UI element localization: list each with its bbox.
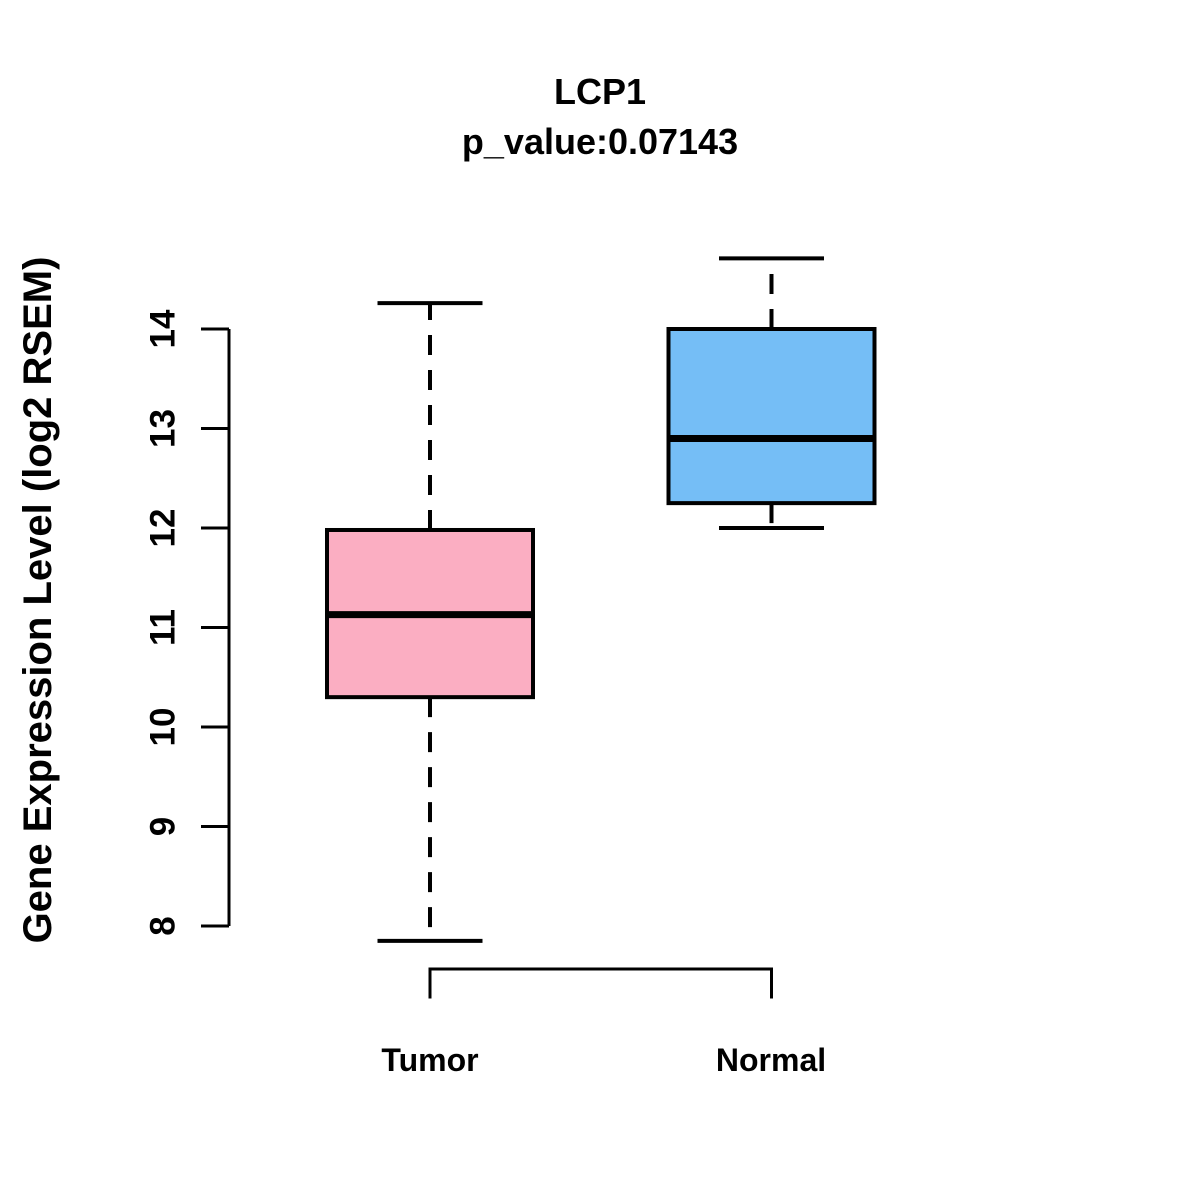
y-tick-label: 9 (143, 817, 182, 836)
y-tick-label: 11 (143, 609, 182, 646)
y-axis-title: Gene Expression Level (log2 RSEM) (16, 256, 60, 944)
y-tick-label: 12 (143, 509, 182, 548)
chart-title: LCP1 (553, 71, 647, 112)
x-axis-label-tumor: Tumor (381, 1042, 479, 1078)
chart-pvalue-subtitle: p_value:0.07143 (461, 121, 739, 162)
x-axis-label-normal: Normal (715, 1042, 827, 1078)
y-tick-label: 8 (143, 916, 182, 935)
box-normal (666, 327, 877, 506)
y-tick-label: 14 (143, 309, 182, 348)
y-tick-label: 13 (143, 409, 182, 448)
y-tick-label: 10 (143, 708, 182, 747)
x-axis-bracket (428, 967, 773, 999)
